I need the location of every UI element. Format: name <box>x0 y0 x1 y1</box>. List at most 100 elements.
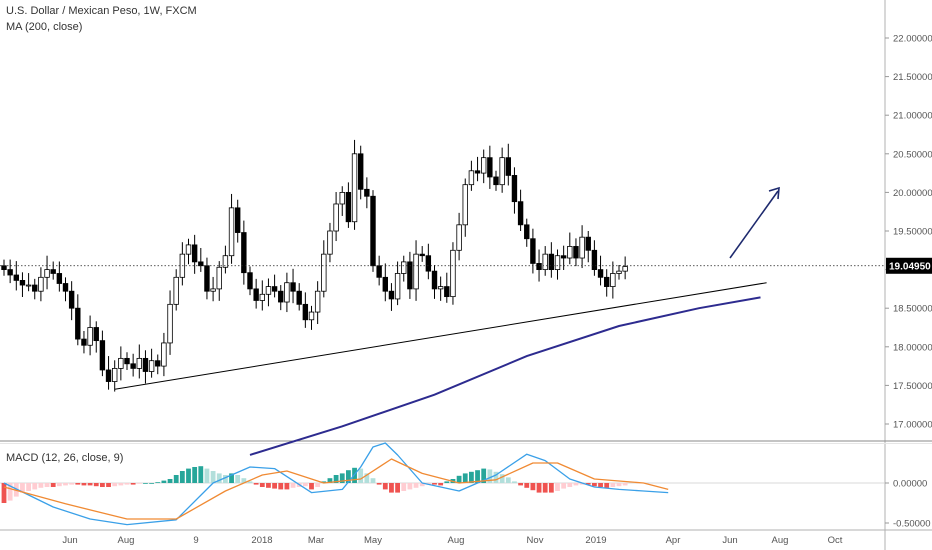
macd-histogram-bar <box>112 483 118 487</box>
macd-histogram-bar <box>7 483 13 501</box>
candle <box>167 303 173 344</box>
candle <box>130 363 136 369</box>
candle <box>597 269 604 278</box>
macd-histogram-bar <box>1 483 7 503</box>
ma-legend: MA (200, close) <box>6 21 83 33</box>
candle <box>50 269 56 274</box>
macd-histogram-bar <box>585 483 591 485</box>
macd-histogram-bar <box>444 481 450 483</box>
macd-histogram-bar <box>210 471 216 483</box>
candle <box>364 188 370 197</box>
macd-histogram-bar <box>149 483 154 484</box>
macd-histogram-bar <box>419 483 425 487</box>
candle <box>234 207 241 233</box>
macd-histogram-bar <box>229 473 234 483</box>
candle <box>560 255 567 259</box>
moving-average-line <box>249 296 761 456</box>
candle <box>247 272 253 290</box>
candle <box>38 276 44 292</box>
price-axis-label: 21.00000 <box>893 111 932 122</box>
candle <box>241 232 247 274</box>
macd-histogram-bar <box>223 475 228 483</box>
macd-histogram-bar <box>339 473 345 483</box>
macd-histogram-bar <box>407 483 413 490</box>
macd-histogram-bar <box>216 473 222 483</box>
macd-histogram-bar <box>333 475 339 483</box>
macd-histogram-bar <box>253 483 259 485</box>
price-axis-label: 21.50000 <box>893 72 932 83</box>
candle <box>62 283 69 292</box>
macd-histogram-bar <box>321 481 327 483</box>
macd-histogram-bar <box>143 483 148 484</box>
time-axis-label: Aug <box>118 535 135 546</box>
macd-histogram-bar <box>302 483 308 487</box>
macd-histogram-bar <box>290 483 296 488</box>
macd-histogram-bar <box>598 483 603 487</box>
candle <box>591 249 598 271</box>
candle <box>511 175 518 203</box>
macd-histogram-bar <box>106 483 111 487</box>
macd-histogram-bar <box>438 483 444 486</box>
candle <box>136 357 142 369</box>
macd-histogram-bar <box>327 478 333 483</box>
macd-histogram-bar <box>155 482 161 483</box>
macd-histogram-bar <box>499 474 505 483</box>
macd-histogram-bar <box>167 479 173 483</box>
candle <box>480 157 487 174</box>
macd-histogram-bar <box>50 483 56 487</box>
candle <box>548 253 555 271</box>
candle <box>216 266 222 290</box>
macd-histogram-bar <box>395 483 400 493</box>
time-axis-label: Mar <box>308 535 324 546</box>
price-axis-label: 20.00000 <box>893 188 932 199</box>
macd-histogram-bar <box>118 483 124 486</box>
candle <box>210 288 216 292</box>
candle <box>413 253 419 290</box>
candle <box>68 290 75 309</box>
macd-histogram-bar <box>44 483 50 487</box>
macd-histogram-bar <box>518 483 523 486</box>
candle <box>265 286 272 295</box>
candle <box>19 280 26 286</box>
macd-histogram-bar <box>376 483 382 485</box>
macd-line <box>3 442 669 526</box>
candle <box>616 270 622 274</box>
candle <box>573 246 579 259</box>
macd-histogram-bar <box>462 473 468 483</box>
price-axis-label: 19.50000 <box>893 227 932 238</box>
macd-histogram-bar <box>555 483 560 491</box>
candle <box>505 157 511 176</box>
macd-histogram-bar <box>75 483 81 485</box>
candle <box>444 286 450 298</box>
candle <box>259 293 265 301</box>
macd-histogram-bar <box>358 468 364 483</box>
candle <box>579 236 585 259</box>
candle <box>198 261 204 267</box>
macd-axis-label: 0.00000 <box>893 479 927 490</box>
candle <box>222 255 229 268</box>
candle <box>437 286 444 290</box>
candle <box>25 284 32 287</box>
time-axis-label: Oct <box>828 535 843 546</box>
macd-histogram-bar <box>622 483 628 486</box>
macd-histogram-bar <box>370 478 376 483</box>
macd-histogram-bar <box>364 473 370 483</box>
time-axis-label: Nov <box>527 535 544 546</box>
candle <box>253 288 259 301</box>
candle <box>284 282 290 303</box>
macd-histogram-bar <box>382 483 388 490</box>
last-price-label: 19.04950 <box>889 261 931 272</box>
macd-histogram-bar <box>315 483 321 487</box>
candle <box>499 157 505 186</box>
time-axis-label: Jun <box>62 535 77 546</box>
candle <box>124 357 130 365</box>
candle <box>44 269 50 278</box>
candle <box>493 176 499 186</box>
price-axis-label: 17.00000 <box>893 420 932 431</box>
trendline <box>114 282 767 390</box>
price-axis-label: 20.50000 <box>893 149 932 160</box>
macd-histogram-bar <box>278 483 284 490</box>
candle <box>93 327 99 342</box>
macd-histogram-bar <box>505 477 511 483</box>
